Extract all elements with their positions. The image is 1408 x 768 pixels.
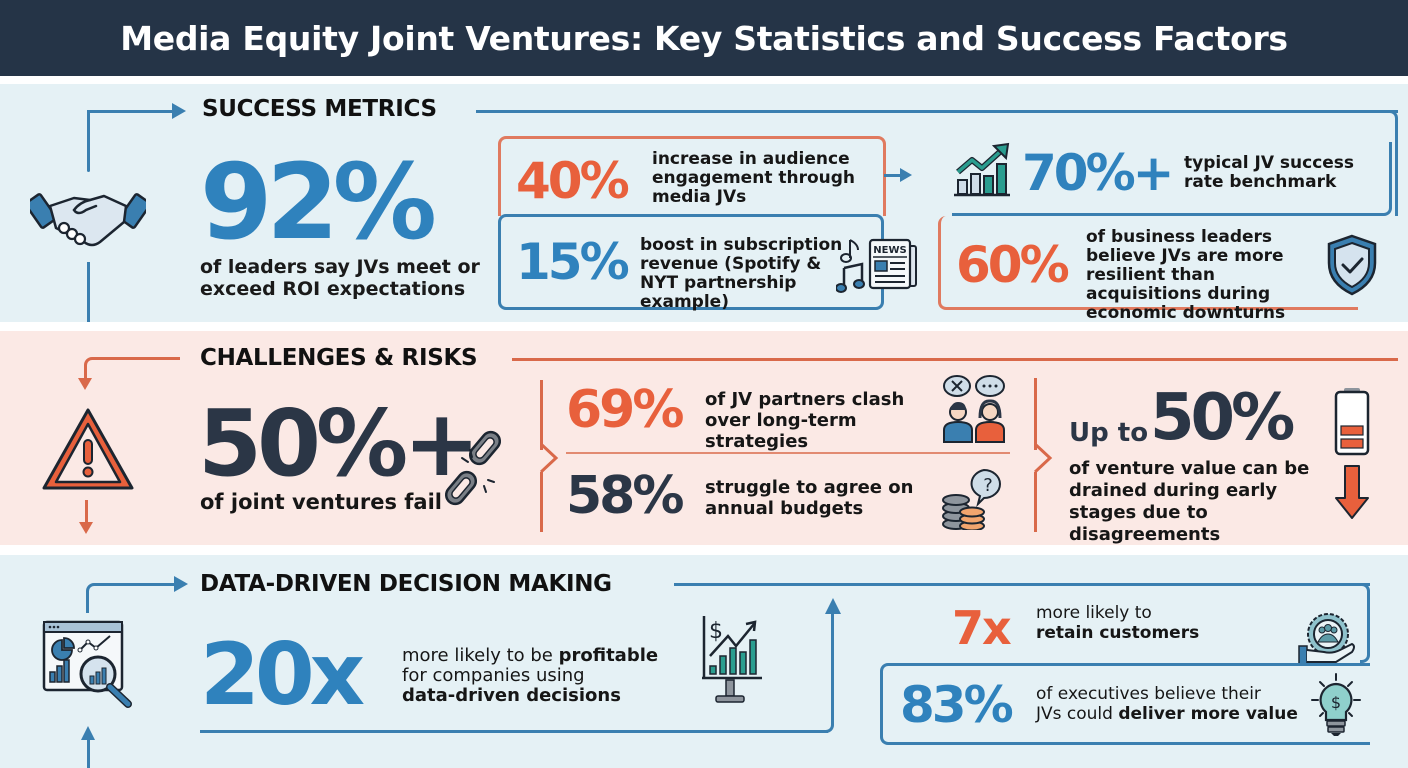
flow-line — [86, 583, 100, 613]
handshake-icon — [30, 176, 146, 252]
main-stat-text: more likely to be profitable for compani… — [402, 645, 659, 706]
bracket-line — [1034, 378, 1037, 450]
flow-line — [96, 583, 176, 586]
bracket-line — [540, 472, 543, 532]
flow-line — [85, 500, 88, 524]
stat-text: more likely to retain customers — [1036, 603, 1200, 643]
stat-card-border — [880, 663, 1370, 745]
flow-line — [87, 110, 175, 113]
stat-card-border — [1360, 583, 1370, 663]
stat-value: 50% — [1150, 381, 1295, 455]
stat-value: 83% — [900, 676, 1014, 734]
section-title: DATA-DRIVEN DECISION MAKING — [200, 571, 612, 597]
shield-check-icon — [1325, 233, 1379, 297]
flow-line — [884, 174, 904, 177]
arrow-down-icon — [79, 522, 93, 534]
stat-card-border — [938, 216, 1358, 310]
stat-text: struggle to agree on annual budgets — [705, 477, 914, 519]
arrow-right-icon — [900, 168, 912, 182]
bracket-point — [540, 444, 560, 474]
coins-question-icon: ? — [940, 466, 1010, 530]
svg-text:$: $ — [709, 619, 723, 644]
challenges-section — [0, 331, 1408, 545]
main-stat-value: 20x — [200, 625, 365, 725]
svg-text:?: ? — [983, 475, 993, 496]
bracket-point — [1034, 444, 1054, 474]
warning-icon — [40, 406, 136, 494]
bracket-line — [540, 380, 543, 450]
stat-text: typical JV success rate benchmark — [1184, 153, 1355, 192]
bracket-line — [1034, 472, 1037, 532]
section-rule — [512, 358, 1398, 361]
arrow-right-icon — [172, 103, 186, 119]
arrow-down-icon — [78, 378, 92, 390]
svg-text:$: $ — [1331, 693, 1341, 712]
arrow-right-icon — [174, 576, 188, 592]
customer-care-icon — [1296, 612, 1358, 668]
stat-prefix: Up to — [1069, 418, 1149, 448]
section-rule — [476, 110, 1398, 113]
main-stat-value: 92% — [200, 141, 437, 263]
flow-line — [87, 738, 90, 768]
main-stat-text: of joint ventures fail — [200, 490, 442, 514]
growth-chart-icon — [954, 142, 1012, 198]
main-stat-text: of leaders say JVs meet or exceed ROI ex… — [200, 256, 480, 300]
spacer — [498, 168, 501, 206]
main-stat-value: 50%+ — [198, 390, 480, 497]
stat-text: boost in subscription revenue (Spotify &… — [640, 235, 843, 312]
stat-text: of business leaders believe JVs are more… — [1086, 227, 1286, 323]
section-rule — [674, 583, 1370, 586]
stat-text: of JV partners clash over long-term stra… — [705, 389, 905, 452]
section-title: CHALLENGES & RISKS — [200, 345, 478, 371]
arrow-up-icon — [81, 726, 95, 740]
stat-value: 70%+ — [1022, 144, 1175, 202]
flow-line — [826, 610, 834, 733]
broken-chain-icon — [440, 420, 510, 516]
idea-dollar-icon: $ — [1310, 672, 1362, 738]
flow-line — [200, 730, 828, 733]
stat-card-border — [952, 142, 1392, 216]
stat-value: 60% — [956, 236, 1070, 294]
newspaper-icon: NEWS — [868, 238, 918, 290]
low-battery-down-icon — [1330, 386, 1376, 524]
stat-value: 40% — [516, 152, 630, 210]
flow-line — [87, 262, 90, 322]
analytics-magnifier-icon — [42, 620, 136, 710]
stat-value: 69% — [566, 380, 684, 440]
flow-line — [84, 357, 95, 379]
flow-line — [1390, 110, 1398, 216]
arrow-up-icon — [825, 598, 841, 614]
dollar-growth-monitor-icon: $ — [700, 612, 764, 706]
people-arguing-icon — [940, 374, 1010, 446]
stat-text: of venture value can be drained during e… — [1069, 458, 1310, 545]
stat-text: of executives believe their JVs could de… — [1036, 684, 1298, 724]
stat-value: 15% — [516, 233, 630, 291]
svg-text:NEWS: NEWS — [873, 245, 906, 256]
flow-line — [87, 112, 90, 172]
stat-value: 7x — [952, 601, 1012, 655]
stat-value: 58% — [566, 466, 684, 526]
page-header: Media Equity Joint Ventures: Key Statist… — [0, 0, 1408, 76]
section-title: SUCCESS METRICS — [202, 96, 437, 122]
flow-line — [92, 357, 180, 360]
stat-text: increase in audience engagement through … — [652, 149, 856, 207]
divider — [566, 452, 1010, 454]
music-notes-icon — [836, 236, 866, 294]
page-title: Media Equity Joint Ventures: Key Statist… — [120, 18, 1288, 58]
success-metrics-section — [0, 84, 1408, 322]
